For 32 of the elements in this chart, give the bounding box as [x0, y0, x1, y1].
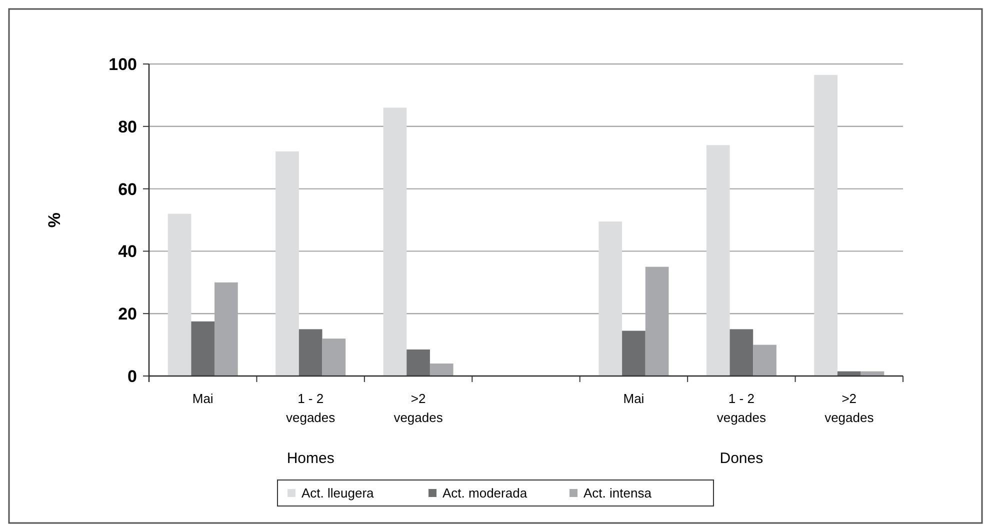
y-tick-label: 0 — [128, 366, 137, 386]
y-tick-label: 60 — [118, 180, 137, 199]
bar — [430, 364, 454, 376]
bar — [191, 321, 215, 376]
text: Dones — [720, 450, 764, 467]
legend-label: Act. moderada — [442, 486, 528, 501]
x-tick-label: Mai — [623, 391, 644, 406]
x-tick-label: Mai — [192, 391, 214, 406]
y-tick-label: 80 — [118, 117, 137, 136]
bar — [298, 329, 322, 376]
bar — [706, 145, 730, 376]
x-tick-label: 1 - 2 vegades — [716, 391, 766, 425]
bar — [730, 329, 754, 376]
y-tick-label: 20 — [118, 304, 137, 324]
bar — [814, 74, 838, 376]
bar — [276, 151, 299, 376]
y-axis-title: % — [45, 212, 64, 228]
y-tick-label: 100 — [108, 54, 137, 74]
bar — [383, 108, 407, 376]
bar — [753, 344, 776, 376]
legend-label: Act. intensa — [584, 486, 652, 501]
text: Homes — [286, 450, 334, 467]
x-tick-label: >2 vegades — [824, 391, 874, 425]
bar — [406, 349, 430, 376]
bar — [322, 338, 346, 376]
y-tick-label: 40 — [118, 242, 137, 262]
bar — [622, 330, 646, 376]
legend-label: Act. lleugera — [302, 486, 375, 501]
bar — [168, 214, 192, 376]
bar — [598, 222, 622, 376]
x-tick-label: 1 - 2 vegades — [286, 391, 336, 425]
x-tick-label: >2 vegades — [394, 391, 444, 425]
